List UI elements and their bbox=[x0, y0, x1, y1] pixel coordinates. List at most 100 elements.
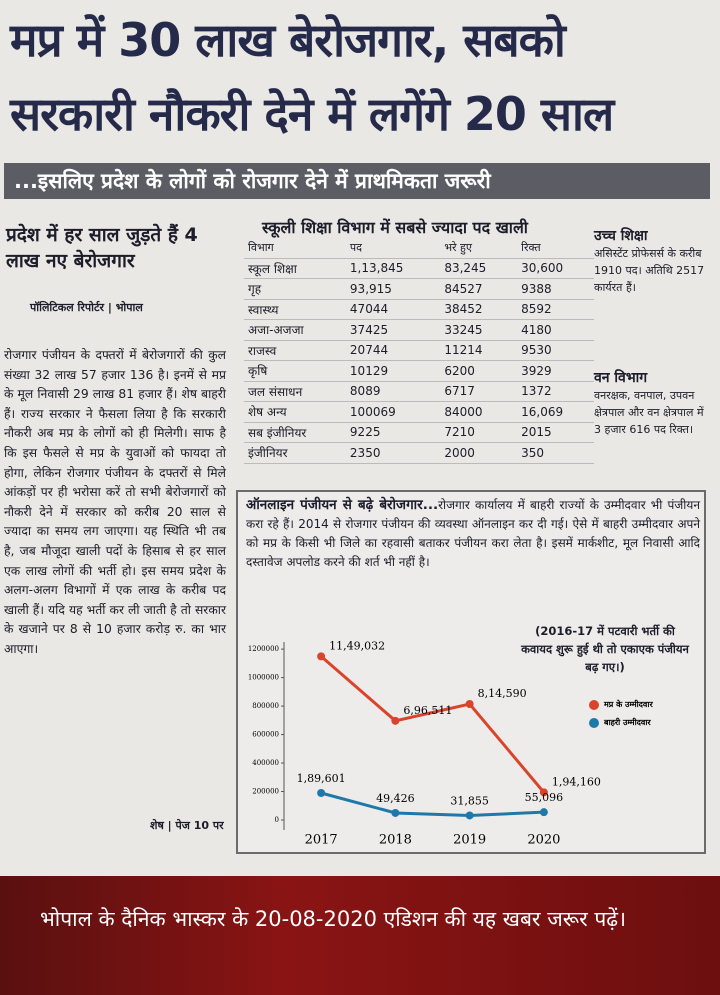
table-cell: 16,069 bbox=[517, 401, 594, 423]
legend-marker bbox=[589, 700, 599, 710]
table-cell: 1372 bbox=[517, 381, 594, 402]
data-point bbox=[317, 789, 326, 798]
table-cell: 2015 bbox=[517, 422, 594, 443]
headline: सरकारी नौकरी देने में लगेंगे 20 साल bbox=[10, 87, 614, 141]
table-row: स्वास्थ्य 47044 38452 8592 bbox=[244, 299, 594, 320]
note-title: वन विभाग bbox=[594, 370, 648, 386]
table-cell: 93,915 bbox=[345, 278, 441, 300]
table-cell: 30,600 bbox=[517, 258, 594, 279]
note-title: उच्च शिक्षा bbox=[594, 228, 648, 244]
data-label: 6,96,511 bbox=[403, 704, 452, 717]
table-cell: 350 bbox=[517, 442, 594, 464]
table-cell: स्कूल शिक्षा bbox=[244, 258, 346, 279]
table-cell: 3929 bbox=[517, 360, 594, 382]
article-body: रोजगार पंजीयन के दफ्तरों में बेरोजगारों … bbox=[4, 348, 226, 656]
table-cell: गृह bbox=[244, 278, 346, 300]
y-tick-label: 0 bbox=[275, 816, 279, 824]
table-row: गृह 93,915 84527 9388 bbox=[244, 278, 594, 300]
y-tick-label: 600000 bbox=[252, 731, 279, 739]
table-row: इंजीनियर 2350 2000 350 bbox=[244, 442, 594, 464]
y-tick-label: 400000 bbox=[252, 759, 279, 767]
table-row: कृषि 10129 6200 3929 bbox=[244, 360, 594, 382]
table-cell: 9388 bbox=[517, 278, 594, 300]
y-tick-label: 1000000 bbox=[248, 674, 279, 682]
table-row: राजस्व 20744 11214 9530 bbox=[244, 340, 594, 361]
data-point bbox=[391, 716, 400, 725]
table-cell: 20744 bbox=[345, 340, 441, 361]
table-cell: 83,245 bbox=[440, 258, 518, 279]
data-label: 11,49,032 bbox=[329, 639, 385, 652]
table-cell: 11214 bbox=[440, 340, 518, 361]
data-label: 8,14,590 bbox=[478, 687, 527, 700]
caption-band bbox=[0, 876, 720, 995]
subhead: प्रदेश में हर साल जुड़ते हैं 4 लाख नए बे… bbox=[6, 224, 198, 272]
data-label: 31,855 bbox=[450, 794, 489, 807]
box-title: ऑनलाइन पंजीयन से बढ़े बेरोजगार... bbox=[246, 497, 439, 513]
table-cell: 2000 bbox=[440, 442, 518, 464]
table-cell: 33245 bbox=[440, 319, 518, 341]
table-cell: 10129 bbox=[345, 360, 441, 382]
table-header: रिक्त bbox=[517, 238, 594, 259]
table: विभाग पद भरे हुए रिक्त स्कूल शिक्षा 1,13,845 8… bbox=[244, 238, 594, 464]
table-cell: 9225 bbox=[345, 422, 441, 443]
table-cell: अजा-अजजा bbox=[244, 319, 346, 341]
table-cell: 7210 bbox=[440, 422, 518, 443]
table-cell: 84527 bbox=[440, 278, 518, 300]
table-row: जल संसाधन 8089 6717 1372 bbox=[244, 381, 594, 402]
series-line bbox=[320, 655, 546, 794]
data-point bbox=[539, 788, 548, 797]
data-label: 55,096 bbox=[525, 791, 564, 804]
table-row: स्कूल शिक्षा 1,13,845 83,245 30,600 bbox=[244, 258, 594, 279]
table-cell: 6717 bbox=[440, 381, 518, 402]
box-text: ऑनलाइन पंजीयन से बढ़े बेरोजगार...रोजगार … bbox=[246, 496, 700, 572]
table-title: स्कूली शिक्षा विभाग में सबसे ज्यादा पद ख… bbox=[262, 218, 528, 237]
table-cell: 6200 bbox=[440, 360, 518, 382]
table-cell: 8089 bbox=[345, 381, 441, 402]
table-cell: सब इंजीनियर bbox=[244, 422, 346, 443]
legend-label: बाहरी उम्मीदवार bbox=[603, 717, 651, 727]
x-tick-label: 2017 bbox=[305, 833, 338, 848]
table-cell: 4180 bbox=[517, 319, 594, 341]
legend-label: मप्र के उम्मीदवार bbox=[603, 699, 653, 709]
byline: पॉलिटिकल रिपोर्टर | भोपाल bbox=[30, 301, 143, 314]
caption: भोपाल के दैनिक भास्कर के 20-08-2020 एडिश… bbox=[40, 907, 627, 931]
table-row: सब इंजीनियर 9225 7210 2015 bbox=[244, 422, 594, 443]
table-cell: 47044 bbox=[345, 299, 441, 320]
table-cell: 37425 bbox=[345, 319, 441, 341]
table-cell: स्वास्थ्य bbox=[244, 299, 346, 320]
table-header: विभाग bbox=[244, 238, 346, 259]
table-row: शेष अन्य 100069 84000 16,069 bbox=[244, 401, 594, 423]
table-cell: 8592 bbox=[517, 299, 594, 320]
box-body: रोजगार कार्यालय में बाहरी राज्यों के उम्… bbox=[246, 498, 700, 569]
table-cell: इंजीनियर bbox=[244, 442, 346, 464]
data-point bbox=[465, 700, 474, 709]
table-cell: 84000 bbox=[440, 401, 518, 423]
headline: मप्र में 30 लाख बेरोजगार, सबको bbox=[10, 13, 566, 67]
y-tick-label: 800000 bbox=[252, 702, 279, 710]
table-header: भरे हुए bbox=[440, 238, 518, 259]
data-label: 49,426 bbox=[376, 792, 415, 805]
y-tick-label: 200000 bbox=[252, 788, 279, 796]
x-tick-label: 2019 bbox=[453, 833, 486, 848]
table-cell: जल संसाधन bbox=[244, 381, 346, 402]
annotation: (2016-17 में पटवारी भर्ती की कवायद शुरू … bbox=[521, 624, 689, 674]
table-header: पद bbox=[345, 238, 441, 259]
info-box bbox=[236, 490, 706, 854]
table-cell: 1,13,845 bbox=[345, 258, 441, 279]
table-row: अजा-अजजा 37425 33245 4180 bbox=[244, 319, 594, 341]
continued: शेष | पेज 10 पर bbox=[150, 818, 224, 833]
data-point bbox=[317, 652, 326, 661]
banner: ...इसलिए प्रदेश के लोगों को रोजगार देने … bbox=[4, 163, 710, 199]
side-note: वन विभाग वनरक्षक, वनपाल, उपवन क्षेत्रपाल … bbox=[594, 370, 712, 438]
chart: 0 200000 400000 600000 800000 1000000 1200000 2… bbox=[248, 639, 654, 848]
note-text: असिस्टेंट प्रोफेसर्स के करीब 1910 पद। अत… bbox=[594, 247, 705, 294]
data-point bbox=[465, 811, 474, 820]
data-point bbox=[539, 808, 548, 817]
side-note: उच्च शिक्षा असिस्टेंट प्रोफेसर्स के करीब … bbox=[594, 228, 712, 296]
table-cell: कृषि bbox=[244, 360, 346, 382]
x-tick-label: 2020 bbox=[527, 833, 560, 848]
table-cell: 100069 bbox=[345, 401, 441, 423]
data-label: 1,89,601 bbox=[297, 772, 346, 785]
data-label: 1,94,160 bbox=[552, 775, 601, 788]
